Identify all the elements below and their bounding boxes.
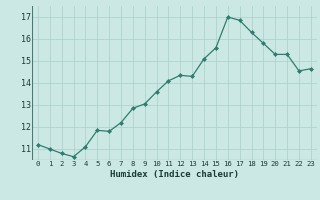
X-axis label: Humidex (Indice chaleur): Humidex (Indice chaleur) [110,170,239,179]
